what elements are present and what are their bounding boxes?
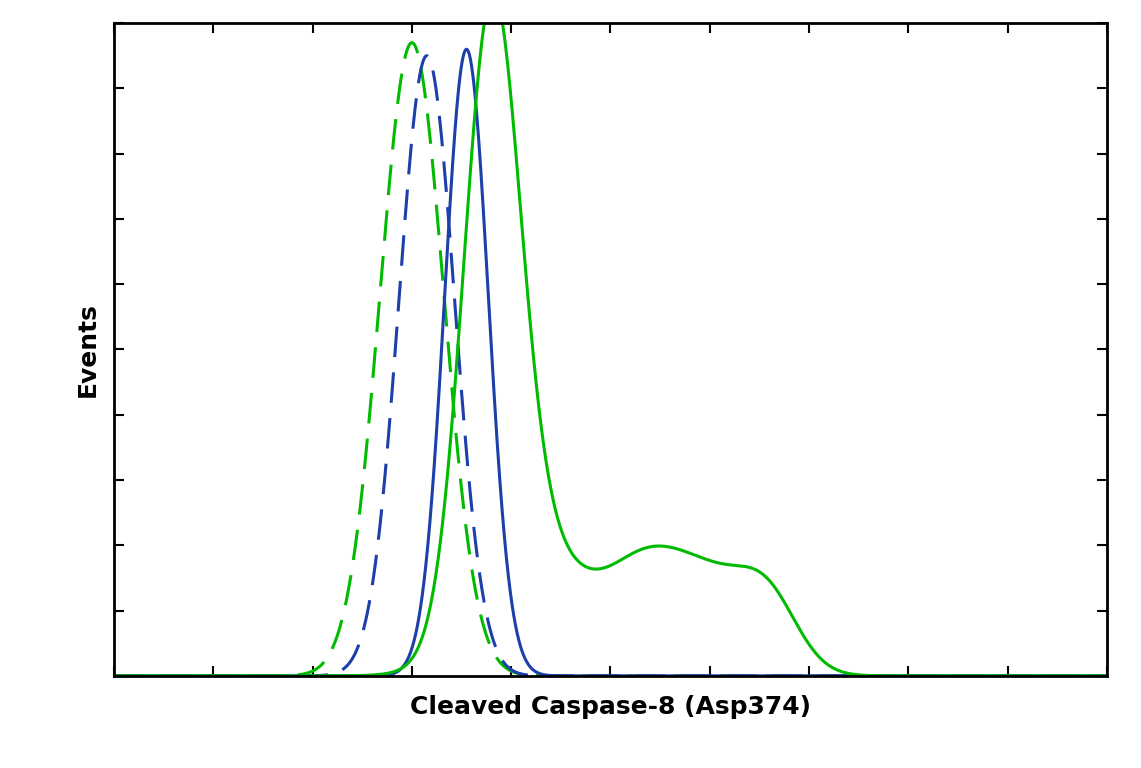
Y-axis label: Events: Events xyxy=(76,302,100,397)
X-axis label: Cleaved Caspase-8 (Asp374): Cleaved Caspase-8 (Asp374) xyxy=(410,695,811,720)
